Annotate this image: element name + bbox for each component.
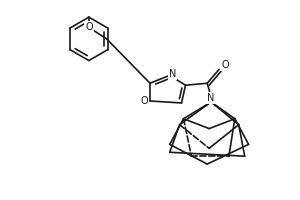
Text: O: O [140,96,148,106]
Text: O: O [85,22,93,32]
Text: N: N [208,93,215,103]
Text: O: O [221,60,229,70]
Text: N: N [169,69,176,79]
